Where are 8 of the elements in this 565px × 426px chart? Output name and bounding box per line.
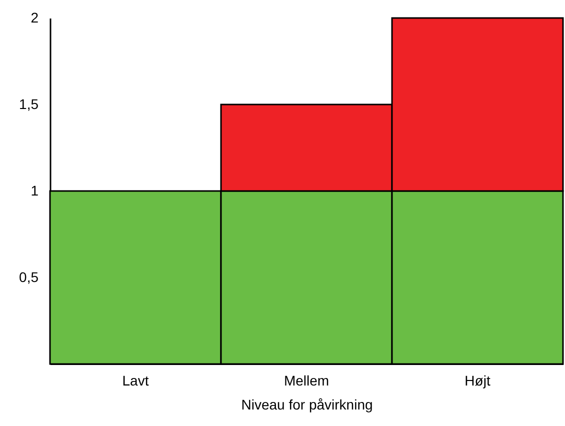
x-axis-title: Niveau for påvirkning [241,396,373,412]
y-tick-label: 0,5 [19,269,39,285]
x-tick-label: Mellem [284,372,330,388]
y-tick-label: 1,5 [19,96,39,112]
y-tick-label: 1 [30,182,39,198]
x-tick-label: Højt [464,372,490,388]
x-tick-label: Lavt [122,372,149,388]
y-tick-label: 2 [30,10,39,26]
